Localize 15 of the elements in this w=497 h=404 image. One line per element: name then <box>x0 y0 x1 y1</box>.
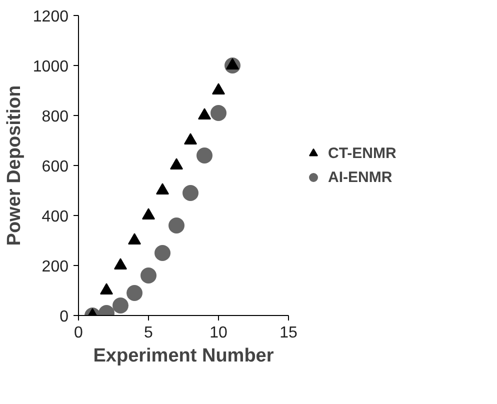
y-tick-label: 1000 <box>32 58 69 76</box>
y-tick-label: 600 <box>42 158 69 176</box>
y-tick-label: 0 <box>60 308 69 326</box>
x-tick-label: 0 <box>74 324 84 342</box>
y-tick-label: 200 <box>42 258 69 276</box>
y-tick-label: 800 <box>42 108 69 126</box>
y-tick-label: 400 <box>42 208 69 226</box>
legend-label: CT-ENMR <box>328 144 396 162</box>
y-tick-label: 1200 <box>32 8 69 26</box>
y-axis-title: Power Deposition <box>4 85 25 246</box>
x-axis-title: Experiment Number <box>93 346 274 366</box>
x-tick-label: 15 <box>280 324 298 342</box>
x-tick-label: 5 <box>144 324 154 342</box>
x-tick-label: 10 <box>210 324 228 342</box>
legend-label: AI-ENMR <box>328 168 392 186</box>
